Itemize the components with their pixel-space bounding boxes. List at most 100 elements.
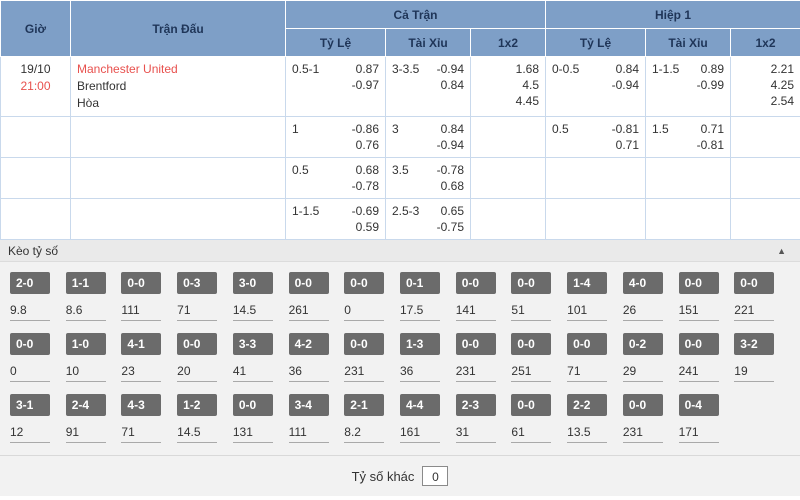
- score-button[interactable]: 1-3: [400, 333, 440, 355]
- score-button[interactable]: 0-0: [177, 333, 218, 355]
- score-button[interactable]: 0-0: [511, 272, 552, 294]
- score-button[interactable]: 0-0: [567, 333, 608, 355]
- score-button[interactable]: 0-0: [344, 333, 385, 355]
- score-button[interactable]: 0-0: [455, 272, 496, 294]
- ft-handicap-cell[interactable]: 0.5 0.68 -0.78: [285, 157, 386, 199]
- score-button[interactable]: 1-0: [65, 333, 106, 355]
- score-odds-value[interactable]: 23: [121, 364, 162, 382]
- score-button[interactable]: 3-2: [734, 333, 775, 355]
- ft-1x2-cell[interactable]: 1.68 4.5 4.45: [470, 56, 546, 117]
- score-button[interactable]: 3-0: [232, 272, 273, 294]
- score-odds-value[interactable]: 131: [232, 425, 273, 443]
- score-button[interactable]: 1-4: [567, 272, 608, 294]
- score-button[interactable]: 0-0: [344, 272, 385, 294]
- score-odds-value[interactable]: 61: [511, 425, 552, 443]
- score-button[interactable]: 4-0: [622, 272, 663, 294]
- score-button[interactable]: 0-2: [622, 333, 663, 355]
- score-odds-value[interactable]: 10: [65, 364, 106, 382]
- score-button[interactable]: 3-4: [288, 394, 329, 416]
- score-odds-value[interactable]: 161: [400, 425, 440, 443]
- score-odds-value[interactable]: 20: [177, 364, 218, 382]
- score-button[interactable]: 4-1: [121, 333, 162, 355]
- ft-handicap-cell[interactable]: 1-1.5 -0.69 0.59: [285, 198, 386, 240]
- score-odds-value[interactable]: 71: [121, 425, 162, 443]
- score-button[interactable]: 0-0: [678, 333, 719, 355]
- score-odds-value[interactable]: 8.6: [65, 303, 106, 321]
- ft-overunder-cell[interactable]: 3-3.5 -0.94 0.84: [385, 56, 471, 117]
- score-odds-value[interactable]: 26: [622, 303, 663, 321]
- score-odds-value[interactable]: 51: [511, 303, 552, 321]
- score-button[interactable]: 3-3: [232, 333, 273, 355]
- score-button[interactable]: 1-1: [65, 272, 106, 294]
- score-odds-value[interactable]: 41: [232, 364, 273, 382]
- score-button[interactable]: 3-1: [10, 394, 50, 416]
- score-odds-value[interactable]: 231: [622, 425, 663, 443]
- score-odds-value[interactable]: 9.8: [10, 303, 50, 321]
- ft-handicap-cell[interactable]: 1 -0.86 0.76: [285, 116, 386, 158]
- score-button[interactable]: 0-3: [177, 272, 218, 294]
- score-odds-value[interactable]: 29: [622, 364, 663, 382]
- score-odds-value[interactable]: 231: [455, 364, 496, 382]
- score-button[interactable]: 2-0: [10, 272, 50, 294]
- h1-overunder-cell[interactable]: 1.5 0.71 -0.81: [645, 116, 731, 158]
- score-button[interactable]: 0-1: [400, 272, 440, 294]
- score-odds-value[interactable]: 171: [678, 425, 719, 443]
- score-odds-value[interactable]: 71: [177, 303, 218, 321]
- score-odds-value[interactable]: 8.2: [344, 425, 385, 443]
- score-odds-value[interactable]: 241: [678, 364, 719, 382]
- score-button[interactable]: 1-2: [177, 394, 218, 416]
- score-button[interactable]: 0-0: [678, 272, 719, 294]
- score-button[interactable]: 0-0: [734, 272, 775, 294]
- score-odds-value[interactable]: 231: [344, 364, 385, 382]
- ft-overunder-cell[interactable]: 2.5-3 0.65 -0.75: [385, 198, 471, 240]
- score-button[interactable]: 2-2: [567, 394, 608, 416]
- score-odds-value[interactable]: 36: [400, 364, 440, 382]
- ft-overunder-cell[interactable]: 3.5 -0.78 0.68: [385, 157, 471, 199]
- score-odds-value[interactable]: 12: [10, 425, 50, 443]
- score-button[interactable]: 2-3: [455, 394, 496, 416]
- score-odds-value[interactable]: 251: [511, 364, 552, 382]
- score-odds-value[interactable]: 14.5: [177, 425, 218, 443]
- score-odds-value[interactable]: 71: [567, 364, 608, 382]
- score-button[interactable]: 0-0: [288, 272, 329, 294]
- correct-score-header[interactable]: Kèo tỷ số ▲: [0, 240, 800, 262]
- score-odds-value[interactable]: 17.5: [400, 303, 440, 321]
- other-score-input[interactable]: 0: [422, 466, 449, 486]
- score-button[interactable]: 2-4: [65, 394, 106, 416]
- score-odds-value[interactable]: 0: [10, 364, 50, 382]
- score-odds-value[interactable]: 111: [121, 303, 162, 321]
- h1-overunder-cell[interactable]: 1-1.5 0.89 -0.99: [645, 56, 731, 117]
- score-button[interactable]: 0-0: [121, 272, 162, 294]
- h1-handicap-cell[interactable]: 0.5 -0.81 0.71: [545, 116, 646, 158]
- score-odds-value[interactable]: 36: [288, 364, 329, 382]
- score-odds-value[interactable]: 31: [455, 425, 496, 443]
- score-button[interactable]: 2-1: [344, 394, 385, 416]
- score-odds-value[interactable]: 141: [455, 303, 496, 321]
- score-button[interactable]: 0-0: [511, 333, 552, 355]
- collapse-arrow-icon[interactable]: ▲: [777, 245, 786, 256]
- score-odds-value[interactable]: 19: [734, 364, 775, 382]
- ft-handicap-cell[interactable]: 0.5-1 0.87 -0.97: [285, 56, 386, 117]
- score-odds-value[interactable]: 221: [734, 303, 775, 321]
- score-odds-value[interactable]: 13.5: [567, 425, 608, 443]
- score-button[interactable]: 4-2: [288, 333, 329, 355]
- score-button[interactable]: 0-0: [455, 333, 496, 355]
- score-odds-value[interactable]: 0: [344, 303, 385, 321]
- score-button[interactable]: 0-0: [622, 394, 663, 416]
- h1-handicap-cell[interactable]: 0-0.5 0.84 -0.94: [545, 56, 646, 117]
- score-odds-value[interactable]: 111: [288, 425, 329, 443]
- score-odds-value[interactable]: 261: [288, 303, 329, 321]
- score-button[interactable]: 4-4: [400, 394, 440, 416]
- score-odds-value[interactable]: 14.5: [232, 303, 273, 321]
- h1-1x2-cell[interactable]: 2.21 4.25 2.54: [729, 56, 800, 117]
- score-odds-value[interactable]: 101: [567, 303, 608, 321]
- score-button[interactable]: 0-4: [678, 394, 719, 416]
- score-button[interactable]: 0-0: [10, 333, 50, 355]
- score-button[interactable]: 4-3: [121, 394, 162, 416]
- score-odds-value[interactable]: 91: [65, 425, 106, 443]
- score-button[interactable]: 0-0: [232, 394, 273, 416]
- away-team-name[interactable]: Brentford: [77, 79, 127, 93]
- home-team-name[interactable]: Manchester United: [77, 62, 178, 76]
- score-odds-value[interactable]: 151: [678, 303, 719, 321]
- ft-overunder-cell[interactable]: 3 0.84 -0.94: [385, 116, 471, 158]
